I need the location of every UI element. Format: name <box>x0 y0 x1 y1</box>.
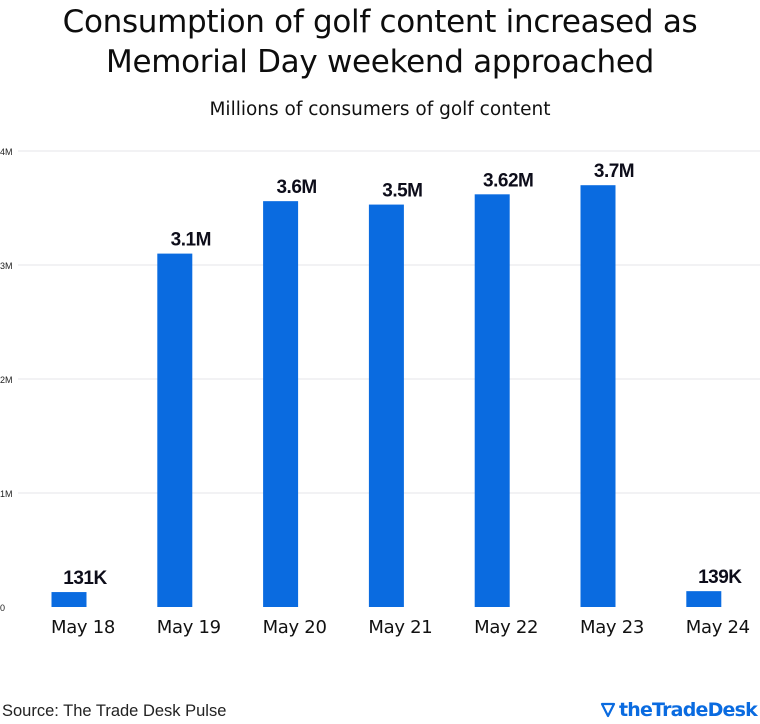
bars <box>51 185 722 607</box>
value-label: 3.1M <box>171 230 211 251</box>
y-axis-ticks: 0 1M 2M 3M 4M <box>0 147 13 613</box>
bar <box>368 204 404 607</box>
x-tick-label: May 20 <box>263 617 327 638</box>
value-label: 3.7M <box>594 161 634 182</box>
trade-desk-logo-icon <box>600 702 616 718</box>
x-axis-ticks: May 18 May 19 May 20 May 21 May 22 May 23 May … <box>51 617 750 638</box>
bar <box>157 253 193 607</box>
value-label: 3.62M <box>483 170 533 191</box>
value-label: 131K <box>63 568 107 589</box>
x-tick-label: May 24 <box>686 617 750 638</box>
x-tick-label: May 19 <box>157 617 221 638</box>
brand-name: theTradeDesk <box>618 699 758 721</box>
bar <box>686 591 722 607</box>
value-label: 3.6M <box>276 177 316 198</box>
source-note: Source: The Trade Desk Pulse <box>2 702 227 720</box>
chart-subtitle: Millions of consumers of golf content <box>209 99 551 120</box>
x-tick-label: May 22 <box>474 617 538 638</box>
title-line-1: Consumption of golf content increased as <box>62 4 698 40</box>
brand-logo: theTradeDesk <box>600 699 758 721</box>
x-tick-label: May 21 <box>368 617 432 638</box>
bar <box>263 201 299 607</box>
y-tick-label: 4M <box>0 147 13 157</box>
chart-title: Consumption of golf content increased as… <box>0 2 760 82</box>
x-tick-label: May 23 <box>580 617 644 638</box>
value-label: 139K <box>698 567 742 588</box>
bar <box>580 185 616 607</box>
value-labels: 131K 3.1M 3.6M 3.5M 3.62M 3.7M 139K <box>63 161 743 589</box>
x-tick-label: May 18 <box>51 617 115 638</box>
bar <box>474 194 510 607</box>
value-label: 3.5M <box>382 181 422 202</box>
y-tick-label: 2M <box>0 375 13 385</box>
title-line-2: Memorial Day weekend approached <box>106 44 654 80</box>
y-tick-label: 0 <box>0 603 5 613</box>
y-tick-label: 1M <box>0 489 13 499</box>
bar <box>51 592 87 607</box>
y-tick-label: 3M <box>0 261 13 271</box>
